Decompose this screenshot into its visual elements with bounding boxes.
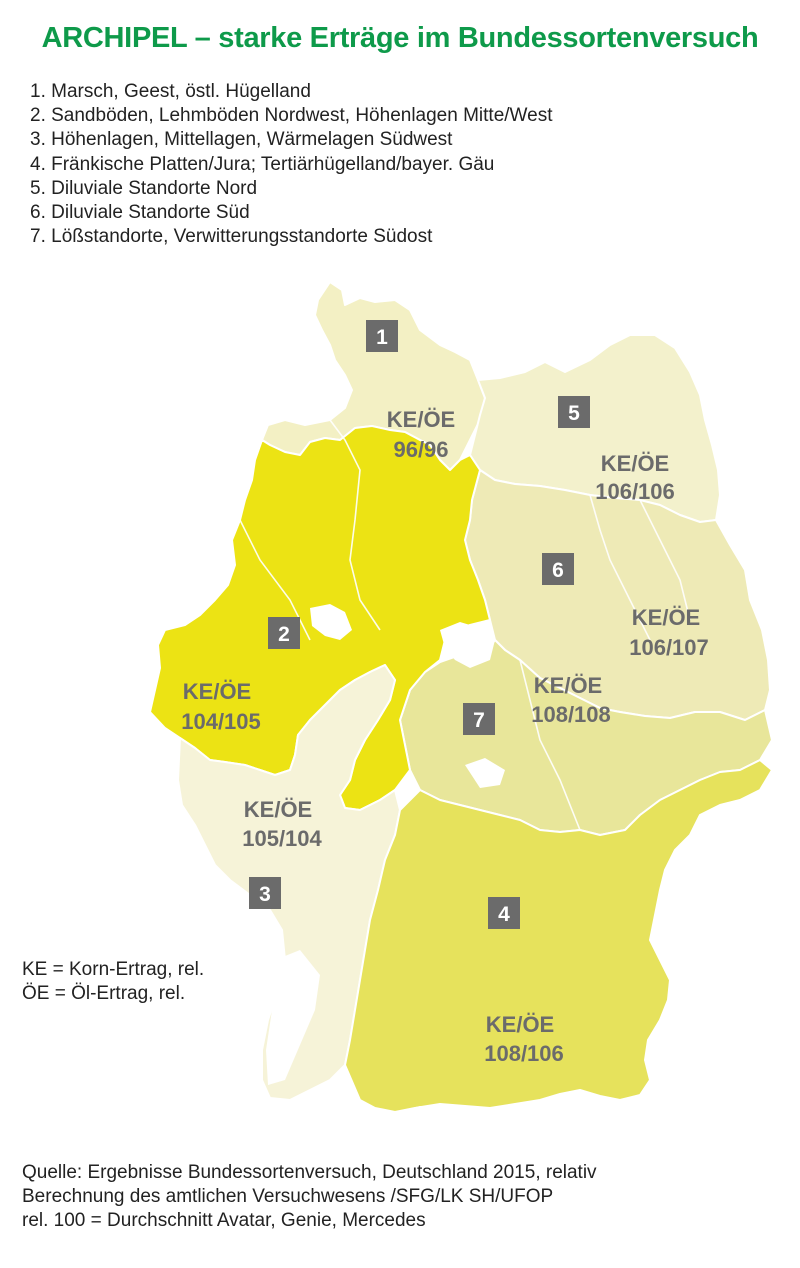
region-label-3-value: 105/104 — [242, 826, 322, 851]
region-label-6-caption: KE/ÖE — [632, 605, 700, 630]
region-badge-2: 2 — [268, 617, 300, 649]
alps-cutout — [395, 1094, 648, 1122]
region-label-2-caption: KE/ÖE — [183, 679, 251, 704]
region-label-5-value: 106/106 — [595, 479, 675, 504]
region-badge-6-number: 6 — [552, 559, 564, 582]
germany-map: 1 5 6 2 7 3 4 KE/ÖE 96/96 KE/ÖE 106/106 … — [149, 281, 773, 1122]
abbreviation-ke: KE = Korn-Ertrag, rel. — [22, 959, 205, 980]
map-region-4 — [344, 759, 773, 1113]
legend-item-2: 2. Sandböden, Lehmböden Nordwest, Höhenl… — [30, 105, 553, 127]
region-label-7-caption: KE/ÖE — [534, 673, 602, 698]
region-label-6-value: 106/107 — [629, 635, 709, 660]
region-badge-4-number: 4 — [498, 903, 510, 926]
region-legend: 1. Marsch, Geest, östl. Hügelland 2. San… — [30, 80, 552, 249]
legend-item-7: 7. Lößstandorte, Verwitterungsstandorte … — [30, 226, 433, 248]
region-badge-5: 5 — [558, 396, 590, 428]
region-label-1-caption: KE/ÖE — [387, 407, 455, 432]
lake-cutout-centre — [440, 622, 495, 668]
region-label-2: KE/ÖE 104/105 — [181, 679, 261, 734]
region-badge-1: 1 — [366, 320, 398, 352]
legend-item-4: 4. Fränkische Platten/Jura; Tertiärhügel… — [30, 153, 495, 175]
region-label-7-value: 108/108 — [531, 702, 611, 727]
region-badge-7: 7 — [463, 703, 495, 735]
region-label-4-value: 108/106 — [484, 1041, 564, 1066]
region-label-6: KE/ÖE 106/107 — [629, 605, 709, 660]
source-line-2: Berechnung des amtlichen Versuchwesens /… — [22, 1186, 554, 1207]
region-badge-1-number: 1 — [376, 326, 388, 349]
legend-item-5: 5. Diluviale Standorte Nord — [30, 177, 258, 199]
region-label-3: KE/ÖE 105/104 — [242, 797, 322, 851]
lake-cutout-west — [310, 604, 352, 640]
region-label-1: KE/ÖE 96/96 — [387, 407, 455, 462]
abbreviation-key: KE = Korn-Ertrag, rel. ÖE = Öl-Ertrag, r… — [22, 958, 204, 1006]
region-label-4-caption: KE/ÖE — [486, 1012, 554, 1037]
page-title: ARCHIPEL – starke Erträge im Bundessorte… — [41, 22, 759, 54]
region-label-4: KE/ÖE 108/106 — [484, 1012, 564, 1066]
region-label-5-caption: KE/ÖE — [601, 451, 669, 476]
legend-item-3: 3. Höhenlagen, Mittellagen, Wärmelagen S… — [30, 129, 453, 151]
legend-item-6: 6. Diluviale Standorte Süd — [30, 202, 250, 224]
region-badge-3-number: 3 — [259, 883, 271, 906]
region-label-3-caption: KE/ÖE — [244, 797, 312, 822]
region-badge-7-number: 7 — [473, 709, 485, 732]
region-badge-2-number: 2 — [278, 623, 290, 646]
region-label-2-value: 104/105 — [181, 709, 261, 734]
abbreviation-oe: ÖE = Öl-Ertrag, rel. — [22, 983, 186, 1004]
lake-cutout-south — [465, 758, 505, 788]
region-label-5: KE/ÖE 106/106 — [595, 451, 675, 504]
forest-cutout-sw — [266, 950, 320, 1085]
region-badge-4: 4 — [488, 897, 520, 929]
region-label-7: KE/ÖE 108/108 — [531, 673, 611, 727]
region-label-1-value: 96/96 — [393, 437, 448, 462]
source-line-1: Quelle: Ergebnisse Bundessortenversuch, … — [22, 1162, 597, 1183]
region-badge-6: 6 — [542, 553, 574, 585]
source-note: Quelle: Ergebnisse Bundessortenversuch, … — [22, 1161, 597, 1233]
legend-item-1: 1. Marsch, Geest, östl. Hügelland — [30, 81, 311, 102]
source-line-3: rel. 100 = Durchschnitt Avatar, Genie, M… — [22, 1210, 426, 1231]
region-badge-3: 3 — [249, 877, 281, 909]
region-badge-5-number: 5 — [568, 402, 580, 425]
